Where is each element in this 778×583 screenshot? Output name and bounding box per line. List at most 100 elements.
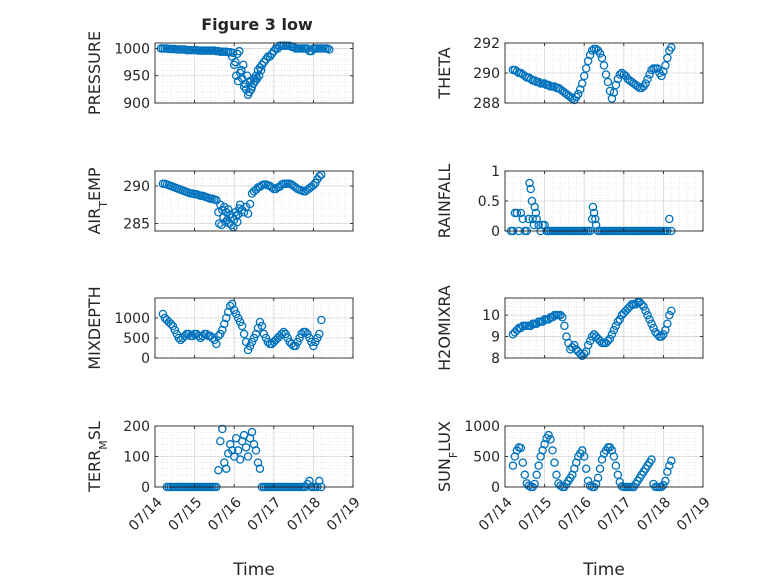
data-point bbox=[518, 458, 528, 467]
y-tick-label: 10 bbox=[482, 308, 500, 324]
data-point bbox=[243, 452, 253, 461]
y-tick-label: 0 bbox=[491, 480, 500, 496]
series-markers bbox=[156, 41, 334, 100]
y-tick-label: 8 bbox=[491, 351, 500, 367]
data-point bbox=[235, 46, 244, 56]
x-tick-label: 07/19 bbox=[324, 494, 364, 534]
data-point bbox=[198, 331, 207, 341]
data-point bbox=[552, 470, 561, 480]
axes-box bbox=[154, 42, 354, 104]
data-point bbox=[548, 446, 557, 455]
data-point bbox=[607, 330, 617, 339]
data-point bbox=[224, 307, 233, 317]
data-point bbox=[263, 337, 273, 347]
data-point bbox=[218, 424, 227, 434]
subplot-1: 900 950 1000 PRESSURE bbox=[85, 31, 354, 115]
data-point bbox=[233, 313, 243, 323]
data-point bbox=[307, 337, 316, 347]
data-point bbox=[605, 334, 615, 343]
data-point bbox=[591, 214, 600, 224]
y-axis-label: AIRTEMP bbox=[85, 167, 110, 234]
x-tick-label: 07/18 bbox=[284, 494, 324, 534]
data-point bbox=[172, 329, 182, 339]
data-point bbox=[259, 329, 269, 339]
y-axis-label: RAINFALL bbox=[435, 164, 454, 239]
subplot-4: 0 0.5 1 RAINFALL bbox=[435, 164, 704, 240]
data-point bbox=[659, 330, 668, 339]
data-point bbox=[254, 71, 264, 80]
data-point bbox=[583, 56, 593, 66]
data-point bbox=[530, 479, 539, 489]
data-point bbox=[180, 331, 189, 341]
subplot-5: 0 500 1000 MIXDEPTH bbox=[85, 286, 354, 370]
data-point bbox=[637, 300, 646, 309]
data-point bbox=[239, 60, 248, 70]
data-point bbox=[587, 214, 597, 224]
data-point bbox=[577, 79, 587, 88]
data-point bbox=[579, 452, 589, 461]
data-point bbox=[603, 77, 613, 87]
y-tick-label: 285 bbox=[123, 217, 150, 233]
data-point bbox=[261, 333, 271, 343]
data-point bbox=[525, 178, 534, 188]
figure-title: Figure 3 low bbox=[201, 15, 313, 34]
data-point bbox=[239, 207, 249, 217]
data-point bbox=[585, 50, 595, 60]
data-point bbox=[245, 199, 255, 209]
data-point bbox=[212, 339, 221, 349]
data-point bbox=[581, 464, 591, 473]
data-point bbox=[251, 329, 261, 339]
data-point bbox=[231, 211, 241, 221]
data-point bbox=[170, 325, 180, 335]
data-point bbox=[315, 171, 324, 181]
data-point bbox=[639, 302, 648, 311]
data-point bbox=[575, 85, 585, 94]
data-point bbox=[166, 319, 176, 329]
data-point bbox=[168, 321, 178, 331]
y-axis-label: TERRMSL bbox=[85, 421, 110, 493]
y-axis-label: THETA bbox=[435, 47, 454, 99]
data-point bbox=[587, 46, 597, 55]
y-tick-label: 292 bbox=[473, 36, 500, 52]
data-point bbox=[255, 317, 265, 327]
y-tick-label: 900 bbox=[123, 96, 150, 112]
data-point bbox=[214, 465, 223, 475]
data-point bbox=[665, 214, 674, 224]
subplot-3: 285 290 AIRTEMP bbox=[85, 167, 354, 235]
y-axis-label: PRESSURE bbox=[85, 31, 104, 115]
y-tick-label: 1 bbox=[491, 164, 500, 180]
data-point bbox=[158, 309, 168, 319]
data-point bbox=[324, 45, 334, 54]
data-point bbox=[663, 319, 672, 328]
data-point bbox=[560, 321, 569, 331]
y-tick-label: 9 bbox=[491, 330, 500, 346]
data-point bbox=[267, 183, 277, 192]
data-point bbox=[583, 476, 593, 486]
data-point bbox=[301, 327, 310, 337]
data-point bbox=[585, 336, 595, 346]
data-point bbox=[611, 80, 621, 90]
data-point bbox=[556, 310, 565, 320]
y-tick-label: 0 bbox=[141, 480, 150, 496]
data-point bbox=[218, 325, 227, 335]
subplot-8: 0 500 1000 07/14 07/15 07/16 07/17 07/18 07/19 SU… bbox=[435, 419, 714, 580]
data-point bbox=[641, 79, 650, 88]
subplot-7: 0 100 200 07/14 07/15 07/16 07/17 07/18 07/19 TER… bbox=[85, 419, 364, 580]
data-point bbox=[524, 214, 534, 224]
data-point bbox=[593, 473, 603, 483]
data-point bbox=[597, 53, 607, 63]
y-axis-label: SUNFLUX bbox=[435, 421, 460, 492]
y-tick-label: 100 bbox=[123, 450, 150, 466]
data-point bbox=[544, 430, 553, 440]
series-markers bbox=[508, 298, 676, 361]
y-tick-label: 1000 bbox=[114, 311, 150, 327]
data-point bbox=[524, 481, 534, 491]
data-point bbox=[257, 321, 267, 331]
y-tick-label: 290 bbox=[123, 179, 150, 195]
data-point bbox=[601, 70, 611, 79]
data-point bbox=[229, 305, 239, 315]
x-tick-label: 07/16 bbox=[205, 494, 245, 534]
data-point bbox=[220, 319, 229, 329]
data-point bbox=[633, 82, 642, 91]
